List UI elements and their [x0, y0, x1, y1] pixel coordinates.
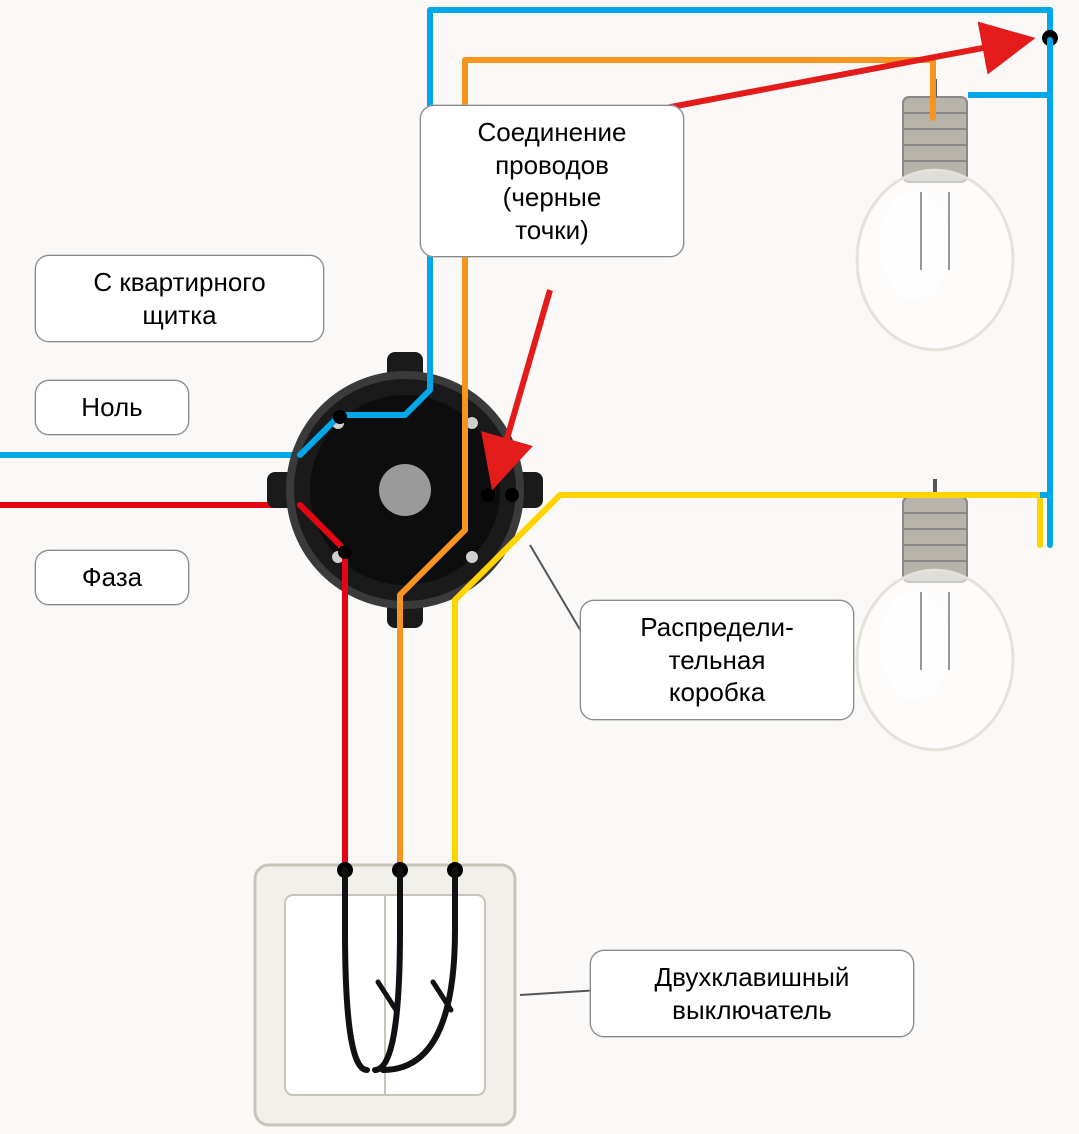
label-phase: Фаза — [35, 550, 189, 605]
light-bulb — [857, 479, 1013, 750]
callout-arrow — [655, 40, 1025, 110]
label-panel: С квартирногощитка — [35, 255, 324, 342]
diagram-canvas: С квартирногощитка Ноль Фаза Соединениепров… — [0, 0, 1079, 1134]
label-connection: Соединениепроводов(черныеточки) — [420, 105, 684, 257]
callout-arrow — [495, 290, 550, 480]
label-neutral: Ноль — [35, 380, 189, 435]
label-switch: Двухклавишныйвыключатель — [590, 950, 914, 1037]
label-junction-box: Распредели-тельнаякоробка — [580, 600, 854, 720]
